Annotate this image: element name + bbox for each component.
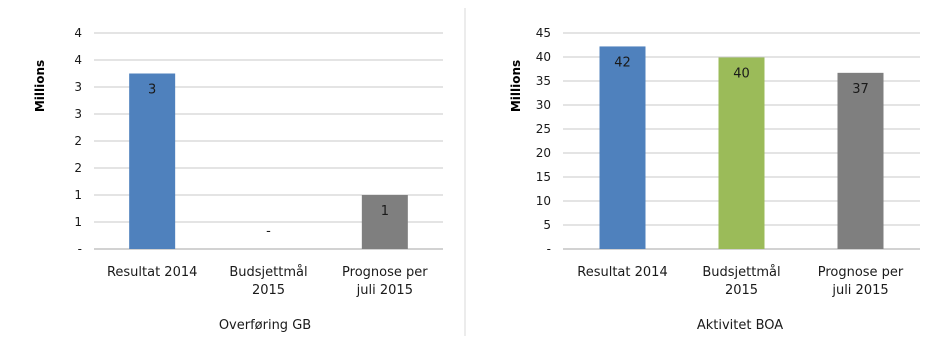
y-tick-label: 15 bbox=[536, 170, 551, 184]
y-tick-label: 30 bbox=[536, 98, 551, 112]
category-label: 2015 bbox=[725, 283, 758, 298]
data-label: 3 bbox=[148, 83, 156, 98]
category-label: Resultat 2014 bbox=[107, 265, 197, 280]
y-tick-label: 2 bbox=[74, 134, 82, 148]
y-tick-label: 45 bbox=[536, 26, 551, 40]
bar bbox=[129, 73, 176, 249]
y-tick-label: 4 bbox=[74, 53, 82, 67]
y-tick-label: 25 bbox=[536, 122, 551, 136]
y-tick-label: 1 bbox=[74, 188, 82, 202]
chart-aktivitet-boa: - 5 10 15 20 25 30 35 40 45 Millions 42 Resultat 201… bbox=[509, 26, 920, 333]
y-tick-label: 10 bbox=[536, 194, 551, 208]
data-label: 1 bbox=[381, 204, 389, 219]
category-label: Prognose per bbox=[818, 265, 904, 280]
category-label: juli 2015 bbox=[831, 283, 888, 298]
y-axis-label: Millions bbox=[509, 60, 523, 112]
category-label: Resultat 2014 bbox=[577, 265, 667, 280]
category-label: 2015 bbox=[252, 283, 285, 298]
chart-title: Overføring GB bbox=[219, 318, 311, 333]
bar bbox=[718, 57, 765, 250]
y-tick-label: 2 bbox=[74, 161, 82, 175]
y-tick-label: 35 bbox=[536, 74, 551, 88]
y-tick-label: 1 bbox=[74, 215, 82, 229]
y-tick-label: - bbox=[547, 242, 551, 256]
y-tick-label: 20 bbox=[536, 146, 551, 160]
y-axis-label: Millions bbox=[33, 60, 47, 112]
data-label: - bbox=[266, 224, 271, 239]
data-label: 42 bbox=[614, 55, 631, 70]
data-label: 40 bbox=[733, 66, 750, 81]
y-tick-label: 3 bbox=[74, 80, 82, 94]
y-tick-label: 3 bbox=[74, 107, 82, 121]
bar bbox=[837, 72, 884, 249]
category-label: Budsjettmål bbox=[229, 265, 307, 280]
data-label: 37 bbox=[852, 82, 869, 97]
y-tick-label: - bbox=[78, 242, 82, 256]
y-tick-label: 5 bbox=[543, 218, 551, 232]
chart-overforing-gb: - 1 1 2 2 3 3 4 4 Millions 3 Resultat 2014 - Budsjett… bbox=[33, 26, 443, 333]
category-label: juli 2015 bbox=[356, 283, 413, 298]
bar bbox=[361, 195, 408, 249]
category-label: Budsjettmål bbox=[702, 265, 780, 280]
chart-title: Aktivitet BOA bbox=[697, 318, 783, 333]
y-tick-label: 4 bbox=[74, 26, 82, 40]
y-tick-label: 40 bbox=[536, 50, 551, 64]
category-label: Prognose per bbox=[342, 265, 428, 280]
bar bbox=[599, 46, 646, 249]
